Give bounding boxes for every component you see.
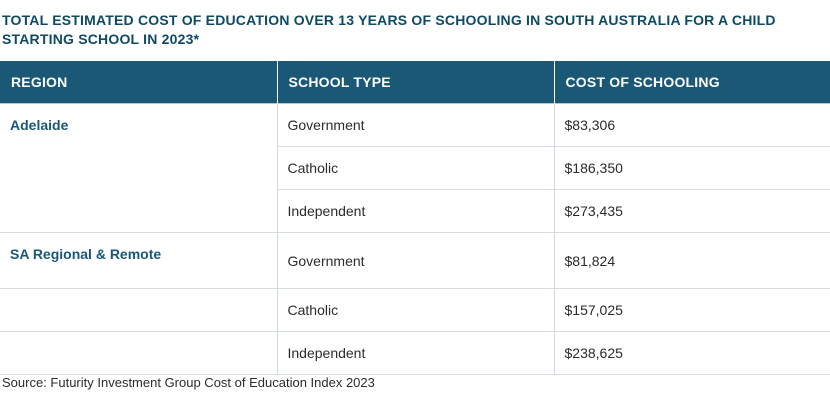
- header-cost: COST OF SCHOOLING: [554, 61, 830, 104]
- cost-cell: $238,625: [554, 331, 830, 375]
- table-row: Catholic $186,350: [0, 146, 830, 190]
- source-note: Source: Futurity Investment Group Cost o…: [2, 375, 375, 390]
- school-type-cell: Government: [277, 103, 555, 147]
- cost-cell: $81,824: [554, 232, 830, 289]
- school-type-cell: Independent: [277, 331, 555, 375]
- header-region: REGION: [0, 61, 278, 104]
- school-type-cell: Catholic: [277, 146, 555, 190]
- region-cell-empty: [0, 288, 278, 332]
- region-cell-sa-regional: SA Regional & Remote: [0, 232, 278, 289]
- region-cell-empty: [0, 331, 278, 375]
- table-title: TOTAL ESTIMATED COST OF EDUCATION OVER 1…: [2, 12, 776, 47]
- region-cell-adelaide: Adelaide: [0, 103, 278, 233]
- table-row: Catholic $157,025: [0, 288, 830, 332]
- table-row: Independent $238,625: [0, 331, 830, 375]
- cost-cell: $157,025: [554, 288, 830, 332]
- table-row: SA Regional & Remote Government $81,824: [0, 232, 830, 289]
- school-type-cell: Independent: [277, 189, 555, 233]
- table-header-row: REGION SCHOOL TYPE COST OF SCHOOLING: [0, 61, 830, 104]
- cost-cell: $186,350: [554, 146, 830, 190]
- table-row: Independent $273,435: [0, 189, 830, 233]
- school-type-cell: Government: [277, 232, 555, 289]
- cost-cell: $273,435: [554, 189, 830, 233]
- cost-cell: $83,306: [554, 103, 830, 147]
- school-type-cell: Catholic: [277, 288, 555, 332]
- cost-table: REGION SCHOOL TYPE COST OF SCHOOLING Ade…: [0, 61, 830, 375]
- table-row: Adelaide Government $83,306: [0, 103, 830, 233]
- header-school-type: SCHOOL TYPE: [277, 61, 555, 104]
